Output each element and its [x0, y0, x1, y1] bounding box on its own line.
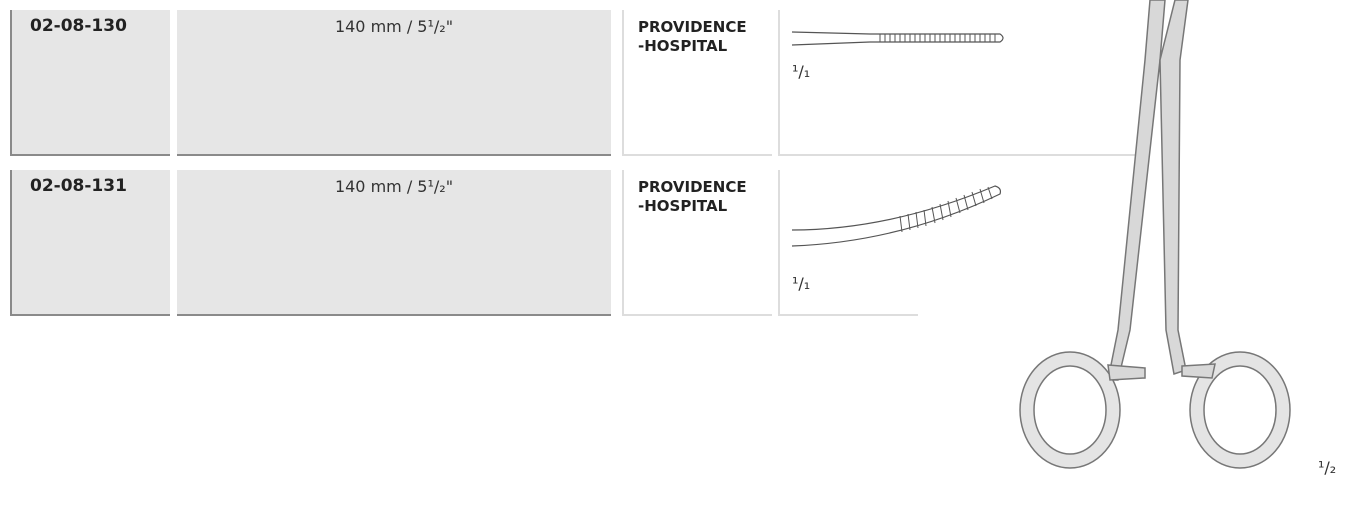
article-code: 02-08-131	[30, 176, 127, 196]
article-code: 02-08-130	[30, 16, 127, 36]
figure-scale: ¹/₂	[1318, 458, 1337, 477]
code-cell: 02-08-130	[10, 10, 170, 156]
code-cell: 02-08-131	[10, 170, 170, 316]
size-cell: 140 mm / 5¹/₂"	[177, 170, 611, 316]
model-name: PROVIDENCE-HOSPITAL	[638, 18, 747, 55]
image-cell: ¹/₁	[778, 170, 1002, 316]
name-cell: PROVIDENCE-HOSPITAL	[622, 170, 772, 316]
size: 140 mm / 5¹/₂"	[334, 17, 454, 36]
size-cell: 140 mm / 5¹/₂"	[177, 10, 611, 156]
jaw-curved	[791, 185, 1002, 247]
scale: ¹/₁	[792, 274, 811, 293]
model-name: PROVIDENCE-HOSPITAL	[638, 178, 747, 215]
jaw-straight	[791, 31, 1004, 46]
image-cell: ¹/₁	[778, 10, 1140, 156]
scale: ¹/₁	[792, 62, 811, 81]
forceps-image	[1019, 0, 1291, 469]
size: 140 mm / 5¹/₂"	[334, 177, 454, 196]
name-cell: PROVIDENCE-HOSPITAL	[622, 10, 772, 156]
